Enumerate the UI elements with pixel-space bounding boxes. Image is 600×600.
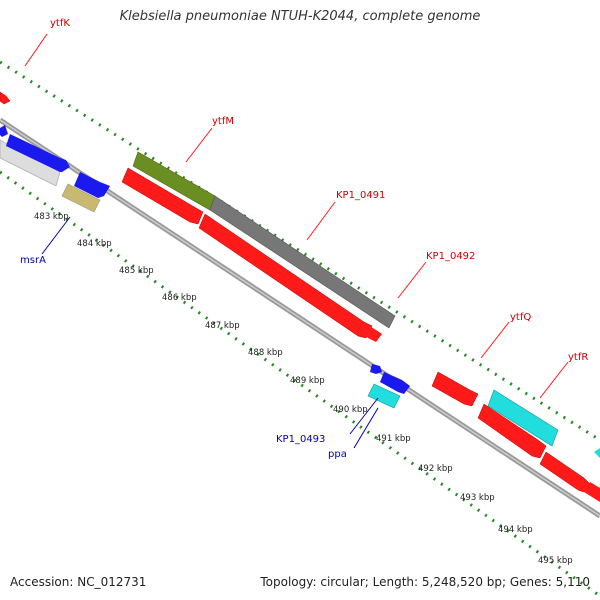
gene-feature-red-lower-1[interactable] xyxy=(477,403,547,459)
leader-KP1_0493 xyxy=(349,397,379,435)
gene-label-msrA[interactable]: msrA xyxy=(20,255,46,266)
leader-ytfM xyxy=(185,127,213,163)
gene-feature-KP1_0493[interactable] xyxy=(380,372,410,394)
gene-label-ytfM[interactable]: ytfM xyxy=(212,116,234,127)
gene-feature-red-1[interactable] xyxy=(121,167,204,225)
gene-feature-left-blue[interactable] xyxy=(0,125,8,137)
scale-label: 488 kbp xyxy=(248,348,283,358)
gene-feature-cyan-edge[interactable] xyxy=(594,448,600,458)
inner-tick-track xyxy=(0,170,600,598)
leader-KP1_0491 xyxy=(306,201,336,241)
leader-KP1_0492 xyxy=(397,261,427,299)
gene-label-KP1_0493[interactable]: KP1_0493 xyxy=(276,434,325,445)
gene-feature-KP1_0491[interactable] xyxy=(209,195,396,329)
scale-label: 483 kbp xyxy=(34,212,69,222)
leader-ytfR xyxy=(539,361,569,399)
scale-label: 489 kbp xyxy=(290,376,325,386)
scale-label: 494 kbp xyxy=(498,525,533,535)
gene-feature-msrA[interactable] xyxy=(61,183,101,213)
scale-label: 490 kbp xyxy=(333,405,368,415)
scale-label: 492 kbp xyxy=(418,464,453,474)
gene-feature-blue-2[interactable] xyxy=(74,172,110,198)
gene-feature-KP1_0492[interactable] xyxy=(198,213,373,339)
accession-text: Accession: NC_012731 xyxy=(10,575,147,589)
gene-feature-ppa[interactable] xyxy=(367,383,401,409)
leader-ytfQ xyxy=(480,321,510,359)
gene-label-KP1_0492[interactable]: KP1_0492 xyxy=(426,251,475,262)
gene-label-KP1_0491[interactable]: KP1_0491 xyxy=(336,190,385,201)
scale-label: 486 kbp xyxy=(162,293,197,303)
gene-label-ytfR[interactable]: ytfR xyxy=(568,352,588,363)
leader-ytfK xyxy=(24,33,48,67)
leader-ppa xyxy=(353,407,379,449)
gene-label-ytfK[interactable]: ytfK xyxy=(50,18,70,29)
leader-msrA xyxy=(41,216,71,255)
gene-label-ytfQ[interactable]: ytfQ xyxy=(510,312,531,323)
gene-feature-red-lower-2[interactable] xyxy=(539,451,591,493)
gene-feature-red-lower-3[interactable] xyxy=(584,482,600,502)
scale-label: 495 kbp xyxy=(538,556,573,566)
scale-label: 485 kbp xyxy=(119,266,154,276)
gene-feature-ytfQ[interactable] xyxy=(431,371,479,407)
scale-label: 487 kbp xyxy=(205,321,240,331)
topology-text: Topology: circular; Length: 5,248,520 bp… xyxy=(260,575,590,589)
scale-label: 493 kbp xyxy=(460,493,495,503)
scale-label: 491 kbp xyxy=(376,434,411,444)
gene-feature-ytfR[interactable] xyxy=(487,389,559,447)
outer-tick-track xyxy=(0,60,600,442)
gene-feature-blue-1[interactable] xyxy=(6,134,70,172)
scale-label: 484 kbp xyxy=(77,239,112,249)
map-title: Klebsiella pneumoniae NTUH-K2044, comple… xyxy=(119,9,481,24)
gene-feature-red-small[interactable] xyxy=(362,324,382,342)
gene-feature-ytfK[interactable] xyxy=(0,91,11,105)
gene-feature-blue-small[interactable] xyxy=(370,364,382,374)
gene-label-ppa[interactable]: ppa xyxy=(328,449,347,460)
